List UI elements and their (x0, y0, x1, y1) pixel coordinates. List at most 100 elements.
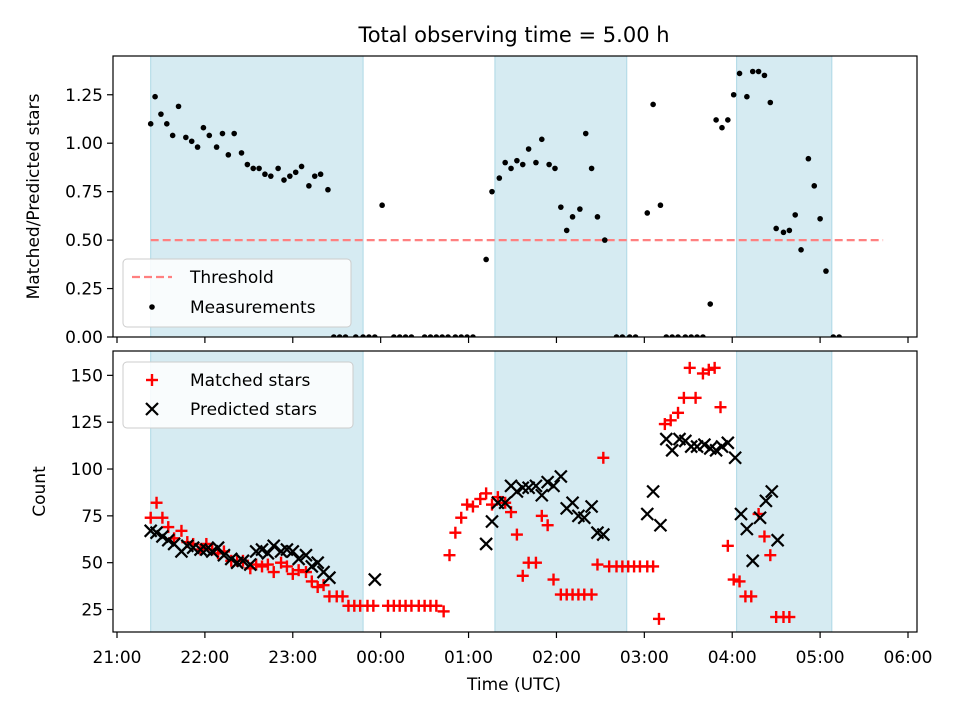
predicted-star-point (740, 522, 754, 536)
predicted-star-point (770, 533, 785, 547)
predicted-star-point (149, 525, 164, 540)
matched-star-point (437, 605, 450, 618)
measurement-point (244, 161, 251, 168)
predicted-star-point (498, 495, 512, 510)
measurement-point (563, 227, 570, 234)
measurement-point (439, 334, 445, 337)
matched-star-point (311, 581, 324, 594)
measurement-point (268, 173, 274, 179)
matched-star-point (317, 579, 330, 592)
predicted-star-point (510, 484, 524, 499)
predicted-star-point (211, 540, 225, 555)
predicted-star-point (653, 518, 668, 532)
measurement-point (336, 334, 343, 337)
matched-star-point (535, 509, 548, 522)
measurement-point (147, 121, 154, 127)
legend-matched-label: Matched stars (190, 371, 310, 391)
measurement-point (663, 334, 670, 337)
matched-star-point (708, 361, 721, 374)
measurement-point (152, 93, 158, 100)
matched-star-point (280, 560, 293, 573)
measurement-point (408, 334, 415, 337)
measurement-point (632, 334, 639, 337)
predicted-star-point (236, 554, 250, 568)
matched-star-point (336, 590, 349, 603)
measurement-point (613, 334, 620, 337)
predicted-star-point (485, 514, 499, 529)
y-tick-label: 150 (71, 366, 103, 386)
measurement-point (281, 177, 287, 183)
measurement-point (713, 117, 719, 123)
measurement-point (219, 130, 226, 137)
predicted-star-point (299, 548, 313, 562)
x-tick-label: 21:00 (93, 648, 142, 668)
predicted-star-point (764, 484, 779, 499)
measurement-point (577, 206, 583, 212)
measurement-point (311, 173, 318, 179)
legend-measurement-label: Measurements (190, 298, 316, 318)
measurement-point (682, 334, 689, 337)
predicted-star-point (565, 495, 580, 510)
predicted-star-point (759, 494, 773, 508)
measurement-point (792, 212, 799, 218)
x-tick-label: 01:00 (444, 648, 493, 668)
predicted-star-point (479, 537, 493, 551)
matched-star-point (250, 558, 263, 571)
measurement-point (707, 301, 714, 307)
matched-star-point (672, 406, 685, 419)
legend-predicted-label: Predicted stars (190, 400, 317, 420)
observing-window (494, 55, 628, 338)
matched-star-point (702, 363, 715, 376)
matched-star-point (529, 556, 542, 569)
measurement-point (231, 130, 237, 137)
predicted-star-point (734, 507, 748, 521)
predicted-star-point (721, 436, 735, 450)
observing-window (736, 55, 833, 338)
predicted-star-point (535, 488, 549, 503)
measurement-point (421, 334, 428, 337)
measurement-point (761, 72, 768, 79)
predicted-star-point (715, 439, 729, 454)
matched-star-point (745, 590, 758, 603)
matched-star-point (175, 524, 188, 537)
measurement-point (533, 159, 539, 166)
measurement-point (330, 334, 337, 337)
measurement-point (601, 237, 608, 243)
measurement-point (396, 334, 403, 337)
matched-star-point (150, 496, 163, 509)
matched-star-point (455, 511, 468, 524)
predicted-star-point (243, 557, 258, 572)
x-tick-label: 23:00 (268, 648, 317, 668)
y-tick-label: 50 (81, 554, 103, 574)
measurement-point (780, 229, 787, 236)
predicted-star-point (193, 542, 208, 557)
matched-star-point (261, 558, 274, 571)
predicted-star-point (646, 484, 660, 499)
matched-star-point (491, 491, 504, 504)
predicted-star-point (728, 451, 742, 465)
legend-box (122, 361, 354, 429)
measurement-point (525, 146, 532, 152)
measurement-point (514, 157, 520, 164)
measurement-point (755, 68, 762, 75)
matched-star-point (664, 414, 677, 427)
measurement-point (206, 132, 213, 139)
predicted-star-point (305, 559, 319, 574)
measurement-point (736, 70, 743, 77)
x-tick-label: 05:00 (796, 648, 845, 668)
matched-star-point (430, 599, 443, 612)
measurement-point (817, 215, 823, 222)
measurement-point (325, 186, 331, 193)
legend-matched-swatch (146, 374, 158, 386)
measurement-point (669, 334, 675, 337)
matched-star-point (541, 519, 554, 532)
matched-star-point (547, 573, 560, 586)
axes-frame (112, 55, 918, 338)
measurement-point (445, 334, 451, 337)
matched-star-point (683, 361, 696, 374)
matched-star-point (256, 560, 269, 573)
measurement-point (213, 144, 220, 150)
measurement-point (169, 132, 176, 139)
matched-star-point (652, 612, 665, 625)
y-axis-label: Matched/Predicted stars (24, 93, 44, 299)
